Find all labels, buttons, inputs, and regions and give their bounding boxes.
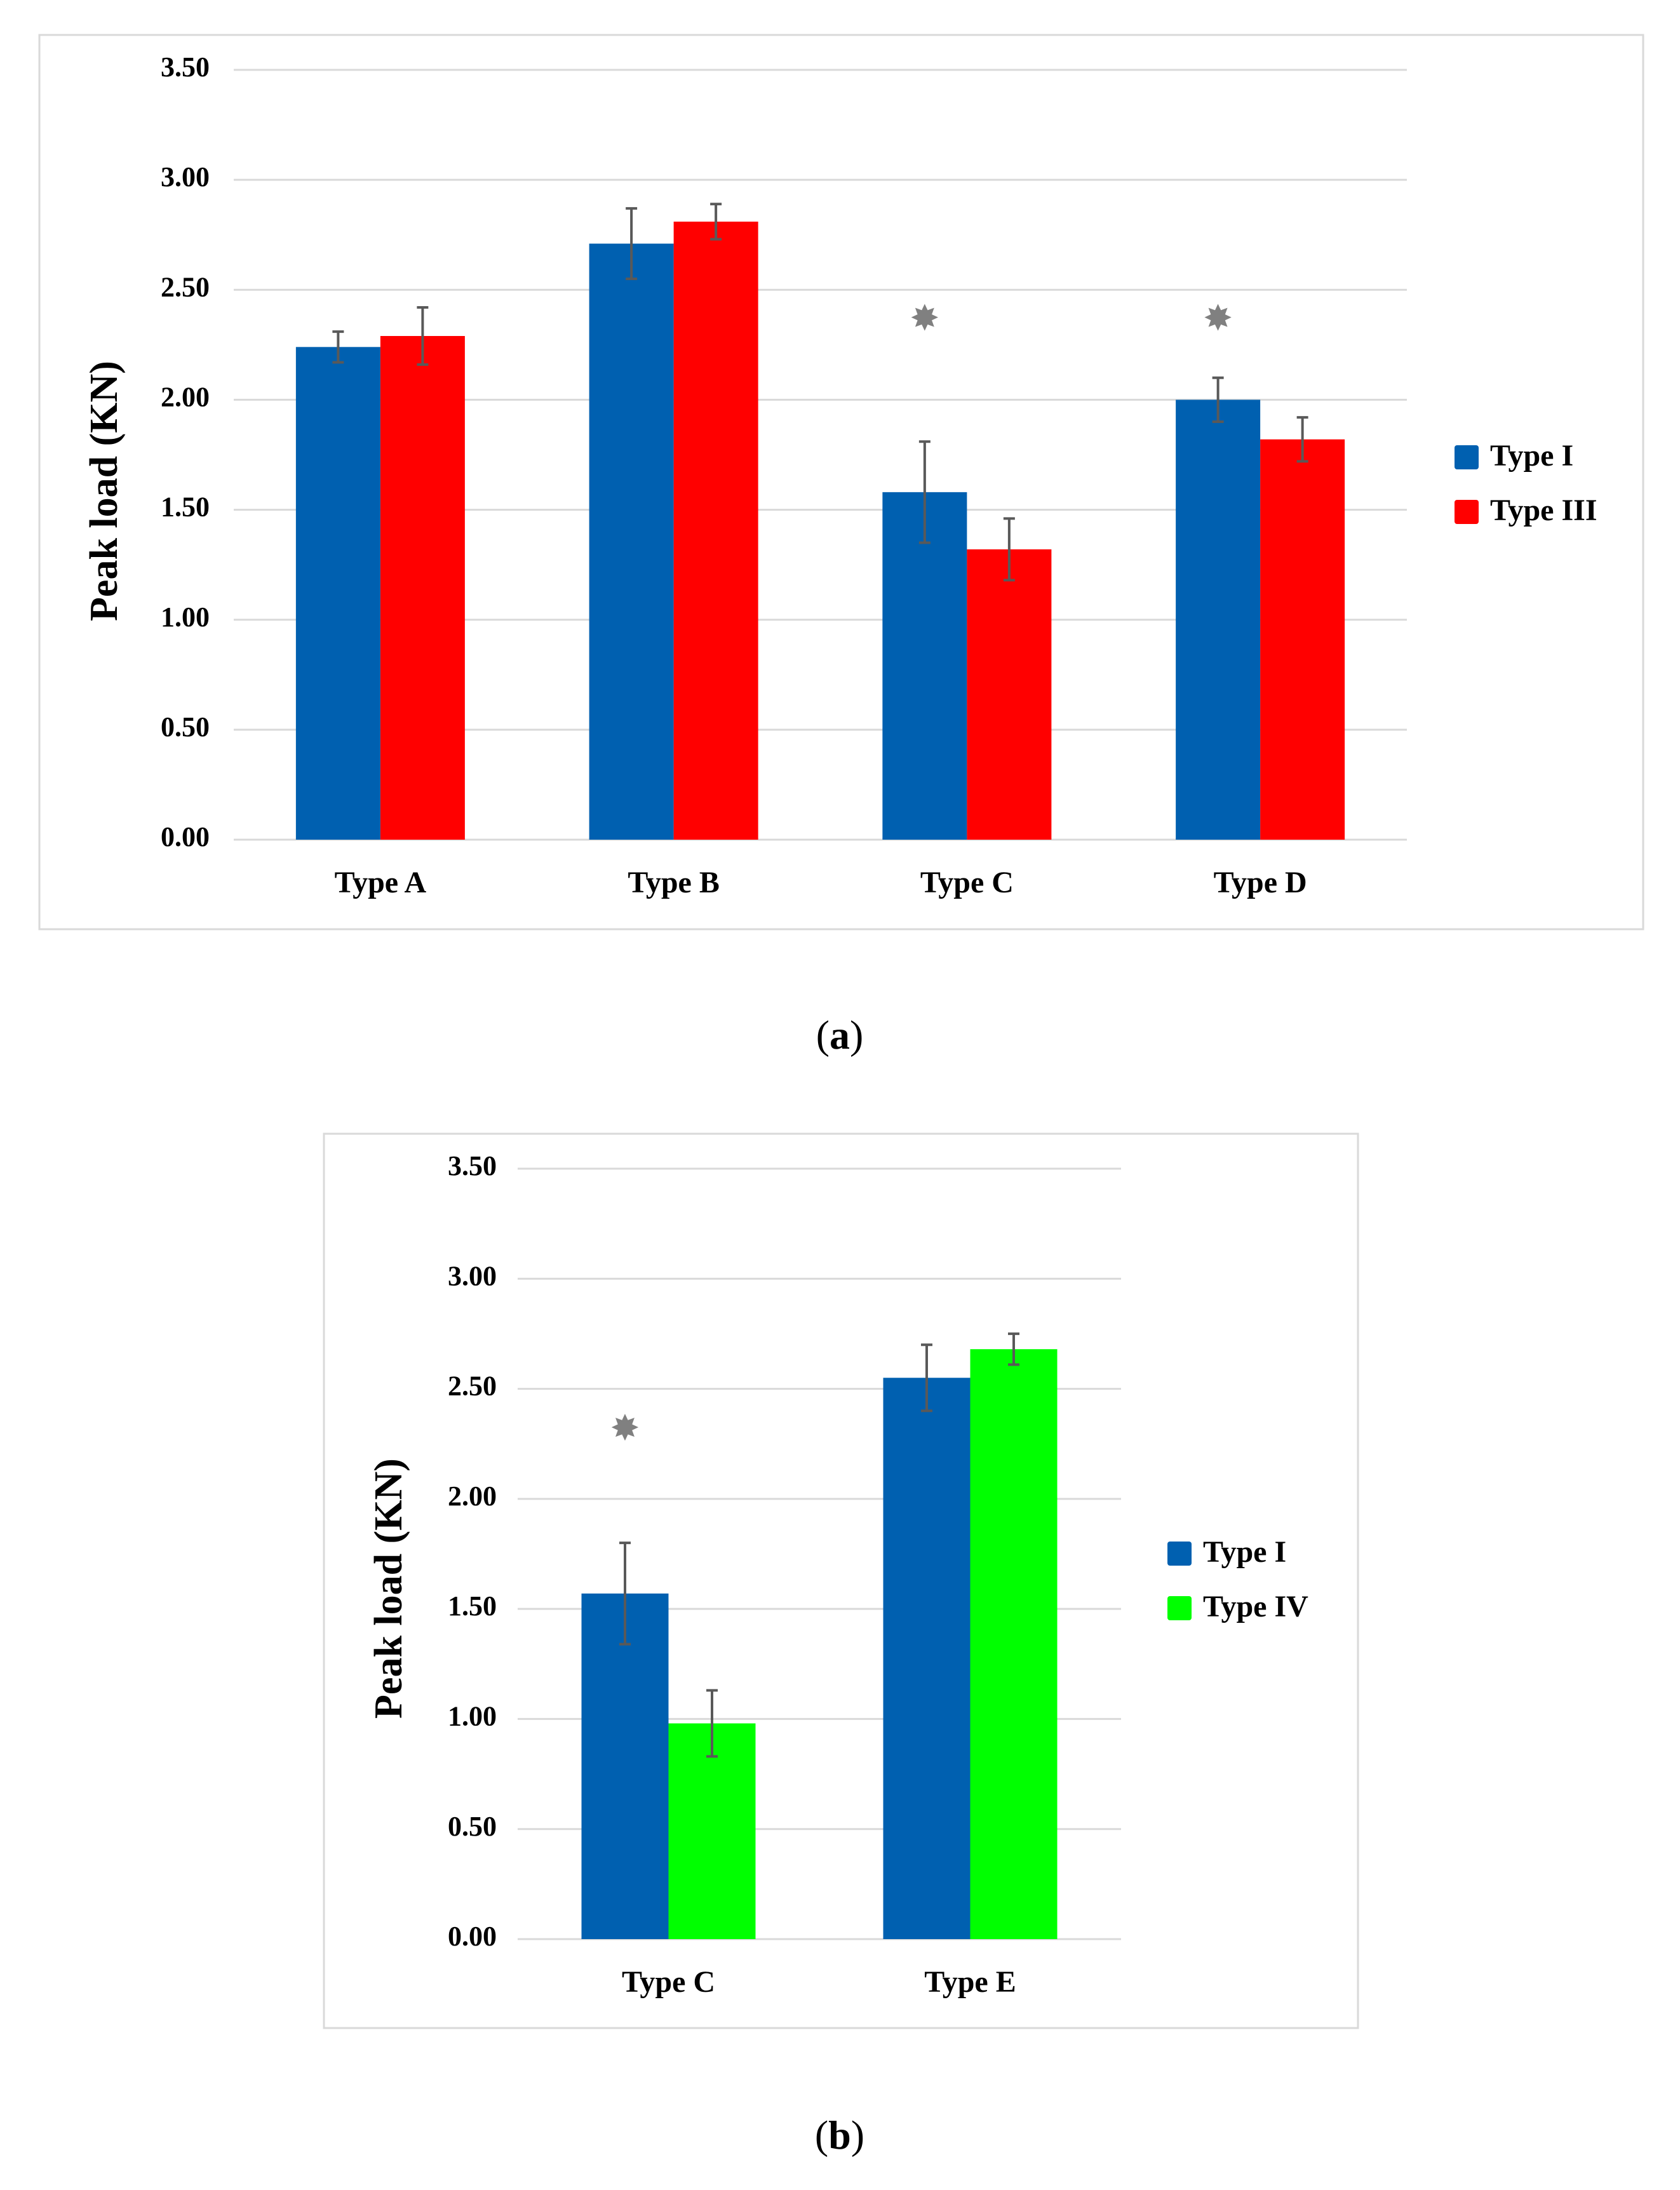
legend-label: Type IV	[1203, 1590, 1308, 1623]
y-axis-label-a: Peak load (KN)	[83, 361, 126, 621]
legend-item: Type IV	[1167, 1590, 1308, 1623]
y-tick-label: 0.50	[161, 711, 210, 742]
x-tick-labels-a: Type A Type B Type C Type D	[335, 866, 1307, 899]
y-tick-label: 3.50	[448, 1150, 497, 1181]
x-tick-label: Type E	[924, 1965, 1016, 1999]
significance-star: ✸	[610, 1408, 640, 1449]
x-tick-label: Type C	[622, 1965, 715, 1999]
y-tick-label: 3.50	[161, 51, 210, 83]
y-tick-label: 2.00	[161, 382, 210, 413]
error-bar	[1212, 376, 1224, 424]
bar-type-i	[1176, 400, 1261, 840]
y-tick-labels-b: 0.00 0.50 1.00 1.50 2.00 2.50 3.00 3.50	[448, 1150, 497, 1952]
y-tick-label: 1.50	[448, 1590, 497, 1622]
bar-type-i	[589, 243, 674, 840]
legend-swatch	[1167, 1596, 1192, 1620]
y-tick-label: 2.50	[161, 271, 210, 302]
x-tick-label: Type D	[1214, 866, 1307, 899]
error-bar	[1003, 517, 1015, 582]
chart-frame-a	[38, 34, 1644, 930]
chart-frame-b	[323, 1132, 1359, 2029]
bar-type-iii	[967, 549, 1052, 840]
y-tick-label: 1.00	[448, 1701, 497, 1732]
legend-label: Type III	[1490, 494, 1597, 527]
legend-item: Type I	[1167, 1535, 1286, 1569]
chart-panel-b: ✸ 0.00 0.50 1.00 1.50 2.00 2.50 3.00 3.50 Type …	[323, 1132, 1359, 2029]
bar-type-i	[883, 1378, 971, 1939]
caption-letter-a: a	[830, 1012, 850, 1058]
y-tick-label: 0.50	[448, 1811, 497, 1842]
x-tick-labels-b: Type C Type E	[622, 1965, 1016, 1999]
y-tick-label: 0.00	[161, 821, 210, 852]
bar-type-iii	[1260, 439, 1345, 840]
legend-item: Type I	[1455, 439, 1573, 473]
error-bar	[921, 1343, 932, 1413]
y-tick-label: 2.00	[448, 1481, 497, 1512]
y-tick-label: 3.00	[448, 1260, 497, 1291]
bar-type-iii	[673, 221, 758, 840]
y-tick-label: 1.50	[161, 492, 210, 523]
error-bar	[332, 330, 344, 364]
significance-marks-b: ✸	[610, 1408, 640, 1449]
y-tick-label: 2.50	[448, 1371, 497, 1402]
significance-star: ✸	[910, 298, 939, 339]
bar-type-iii	[380, 336, 465, 840]
error-bar	[918, 440, 931, 544]
bar-type-i	[581, 1593, 669, 1939]
legend-swatch	[1167, 1542, 1192, 1566]
error-bar	[417, 306, 429, 366]
error-bar	[1008, 1332, 1019, 1366]
legend-a: Type I Type III	[1455, 439, 1597, 527]
x-tick-label: Type A	[335, 866, 427, 899]
x-tick-label: Type C	[920, 866, 1014, 899]
caption-a: (a)	[816, 1012, 864, 1058]
error-bar	[626, 207, 638, 280]
error-bar	[710, 203, 722, 241]
error-bar	[1296, 416, 1308, 463]
error-bars-b	[619, 1332, 1019, 1758]
bar-type-iv	[668, 1723, 756, 1939]
error-bar	[706, 1689, 718, 1758]
chart-panel-a: ✸ ✸ 0.000.501.001.502.002.503.003.50 Type…	[38, 34, 1644, 930]
legend-b: Type I Type IV	[1167, 1535, 1308, 1623]
bars-b	[581, 1349, 1058, 1939]
error-bar	[619, 1542, 631, 1646]
caption-b: (b)	[815, 2113, 864, 2158]
x-tick-label: Type B	[628, 866, 719, 899]
legend-swatch	[1455, 500, 1479, 524]
bar-type-iv	[970, 1349, 1058, 1939]
y-axis-label-b: Peak load (KN)	[367, 1458, 410, 1719]
bar-type-i	[295, 347, 380, 840]
legend-label: Type I	[1203, 1535, 1286, 1569]
y-tick-label: 3.00	[161, 161, 210, 192]
y-tick-label: 1.00	[161, 601, 210, 633]
bars-a	[295, 221, 1345, 840]
legend-label: Type I	[1490, 439, 1573, 473]
bar-type-i	[882, 492, 967, 840]
significance-star: ✸	[1203, 298, 1233, 339]
error-bars-a	[332, 203, 1308, 582]
legend-swatch	[1455, 445, 1479, 469]
legend-item: Type III	[1455, 494, 1597, 527]
y-tick-label: 0.00	[448, 1921, 497, 1952]
y-tick-labels-a: 0.00 0.50 1.00 1.50 2.00 2.50 3.00 3.50	[161, 51, 210, 852]
significance-marks-a: ✸ ✸	[910, 298, 1233, 339]
caption-letter-b: b	[828, 2113, 851, 2158]
